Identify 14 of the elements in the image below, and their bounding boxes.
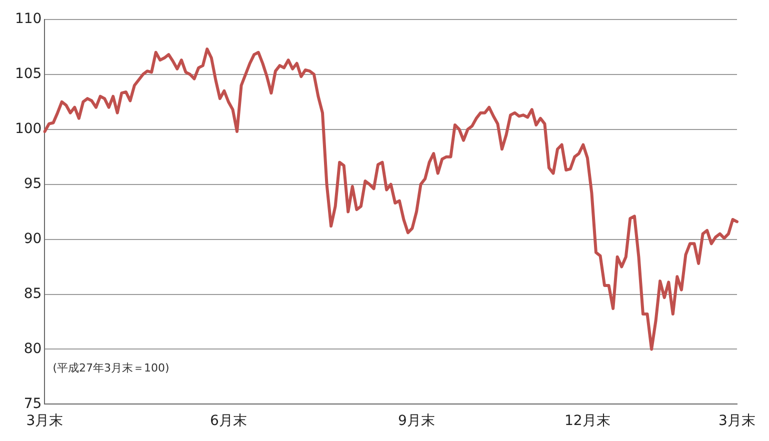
y-tick-label: 110 <box>14 11 42 28</box>
x-tick-label: 12月末 <box>564 413 610 430</box>
x-tick-label: 6月末 <box>210 413 247 430</box>
annotation: (平成27年3月末＝100) <box>52 362 170 375</box>
y-tick-label: 85 <box>24 286 42 302</box>
x-tick-label: 9月末 <box>398 413 435 430</box>
y-tick-label: 80 <box>24 340 42 357</box>
y-tick-label: 75 <box>24 396 42 412</box>
y-tick-label: 105 <box>14 66 42 82</box>
y-tick-label: 90 <box>24 230 42 247</box>
y-tick-label: 100 <box>14 120 42 137</box>
x-tick-label: 3月末 <box>26 413 64 430</box>
x-tick-label: 3月末 <box>718 413 756 430</box>
y-tick-label: 95 <box>24 176 42 192</box>
